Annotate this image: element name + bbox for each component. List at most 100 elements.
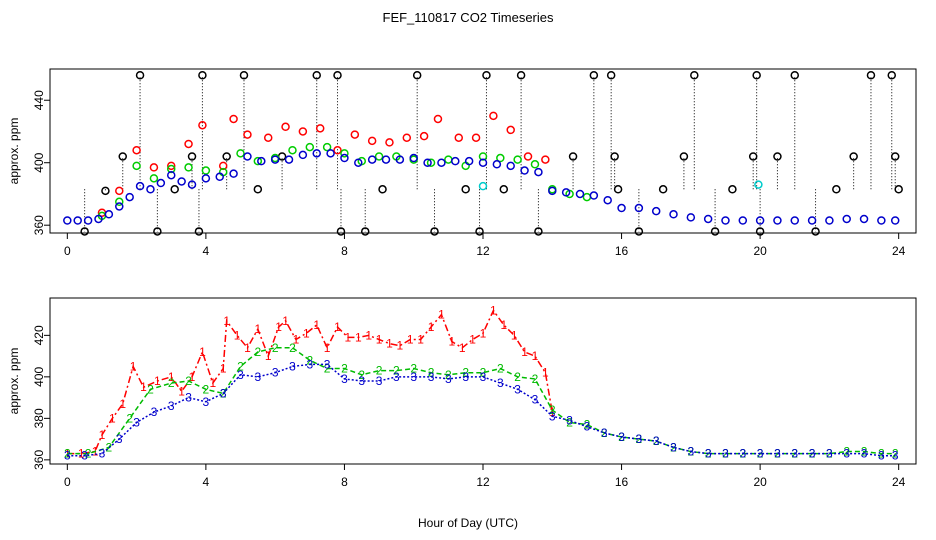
data-point-series-2 bbox=[367, 136, 377, 146]
series-marker-1: 1 bbox=[220, 362, 227, 376]
data-point-series-2 bbox=[166, 161, 176, 171]
data-point-series-4 bbox=[115, 202, 124, 211]
data-point-series-4 bbox=[340, 153, 349, 163]
data-point-series-4 bbox=[395, 155, 405, 164]
series-marker-2: 2 bbox=[566, 416, 573, 430]
data-point-series-4 bbox=[229, 169, 238, 178]
series-marker-1: 1 bbox=[282, 314, 289, 328]
data-point-series-4 bbox=[773, 216, 782, 225]
top-marks bbox=[63, 70, 903, 236]
data-point-series-1 bbox=[894, 185, 903, 194]
series-marker-3: 3 bbox=[566, 413, 573, 427]
series-marker-3: 3 bbox=[185, 391, 192, 405]
data-point-series-4 bbox=[738, 216, 748, 225]
bottom-y-tick-label: 380 bbox=[32, 408, 46, 428]
series-marker-3: 3 bbox=[497, 376, 504, 390]
data-point-series-4 bbox=[146, 185, 155, 194]
series-marker-2: 2 bbox=[64, 447, 71, 461]
series-marker-3: 3 bbox=[826, 447, 833, 461]
series-marker-1: 1 bbox=[254, 322, 261, 336]
top-x-tick-label: 8 bbox=[341, 244, 348, 258]
data-point-series-1 bbox=[101, 186, 110, 196]
series-marker-1: 1 bbox=[549, 405, 556, 419]
data-point-series-2 bbox=[132, 145, 141, 155]
data-point-series-3 bbox=[288, 145, 297, 155]
series-marker-3: 3 bbox=[168, 399, 175, 413]
data-point-series-1 bbox=[198, 70, 207, 80]
series-marker-3: 3 bbox=[133, 416, 140, 430]
data-point-series-1 bbox=[748, 152, 758, 161]
data-point-series-4 bbox=[825, 216, 834, 225]
data-point-series-1 bbox=[832, 185, 841, 194]
series-marker-2: 2 bbox=[892, 447, 899, 461]
series-marker-1: 1 bbox=[275, 320, 282, 334]
data-point-series-4 bbox=[187, 180, 197, 189]
data-point-series-2 bbox=[419, 131, 429, 141]
data-point-series-1 bbox=[118, 152, 127, 161]
series-marker-1: 1 bbox=[223, 314, 230, 328]
data-point-series-1 bbox=[482, 70, 491, 80]
series-marker-2: 2 bbox=[324, 362, 331, 376]
series-marker-3: 3 bbox=[532, 393, 539, 407]
bottom-y-tick-label: 400 bbox=[32, 367, 46, 387]
series-marker-2: 2 bbox=[254, 345, 261, 359]
series-marker-3: 3 bbox=[445, 372, 452, 386]
series-marker-2: 2 bbox=[861, 445, 868, 459]
data-point-series-1 bbox=[710, 227, 720, 236]
series-marker-2: 2 bbox=[514, 370, 521, 384]
chart-title: FEF_110817 CO2 Timeseries bbox=[383, 10, 554, 25]
series-marker-1: 1 bbox=[78, 447, 85, 461]
series-marker-1: 1 bbox=[376, 333, 383, 347]
series-line-3 bbox=[67, 363, 896, 457]
data-point-series-4 bbox=[177, 177, 186, 186]
series-marker-3: 3 bbox=[306, 357, 313, 371]
data-point-series-4 bbox=[589, 191, 599, 200]
series-marker-1: 1 bbox=[511, 328, 518, 342]
top-x-tick-label: 16 bbox=[615, 244, 629, 258]
data-point-series-4 bbox=[83, 216, 93, 225]
series-marker-1: 1 bbox=[448, 335, 455, 349]
data-point-series-4 bbox=[451, 156, 460, 166]
series-marker-1: 1 bbox=[244, 341, 251, 355]
series-marker-3: 3 bbox=[220, 386, 227, 400]
series-marker-3: 3 bbox=[878, 449, 885, 463]
data-point-series-2 bbox=[243, 130, 252, 139]
series-marker-1: 1 bbox=[532, 349, 539, 363]
data-point-series-5 bbox=[754, 180, 763, 189]
data-point-series-3 bbox=[166, 164, 176, 174]
data-point-series-3 bbox=[426, 158, 436, 167]
data-point-series-1 bbox=[80, 227, 89, 236]
data-point-series-4 bbox=[326, 149, 335, 158]
data-point-series-1 bbox=[610, 152, 619, 161]
series-marker-1: 1 bbox=[99, 428, 106, 442]
data-point-series-3 bbox=[513, 155, 522, 164]
top-y-tick-label: 360 bbox=[32, 215, 46, 235]
series-marker-1: 1 bbox=[386, 337, 393, 351]
top-x-tick-label: 12 bbox=[476, 244, 490, 258]
data-point-series-2 bbox=[298, 127, 308, 136]
data-point-series-1 bbox=[568, 152, 578, 161]
series-marker-1: 1 bbox=[324, 341, 331, 355]
data-point-series-1 bbox=[606, 70, 616, 80]
series-marker-2: 2 bbox=[584, 418, 591, 432]
data-point-series-4 bbox=[492, 160, 502, 169]
data-point-series-4 bbox=[520, 166, 529, 175]
series-marker-1: 1 bbox=[303, 326, 310, 340]
series-marker-1: 1 bbox=[428, 320, 435, 334]
data-point-series-2 bbox=[281, 122, 290, 132]
top-plot-frame bbox=[49, 68, 917, 234]
series-marker-2: 2 bbox=[532, 372, 539, 386]
data-point-series-3 bbox=[496, 153, 505, 163]
data-point-series-4 bbox=[257, 156, 266, 166]
data-point-series-2 bbox=[333, 145, 342, 155]
data-point-series-4 bbox=[478, 158, 488, 167]
data-point-series-2 bbox=[523, 152, 533, 161]
series-marker-3: 3 bbox=[254, 370, 261, 384]
bottom-y-tick-label: 360 bbox=[32, 450, 46, 470]
bottom-y-axis-label: approx. ppm bbox=[7, 348, 21, 415]
data-point-series-4 bbox=[94, 214, 103, 224]
data-point-series-1 bbox=[658, 185, 668, 194]
data-point-series-1 bbox=[187, 152, 197, 161]
